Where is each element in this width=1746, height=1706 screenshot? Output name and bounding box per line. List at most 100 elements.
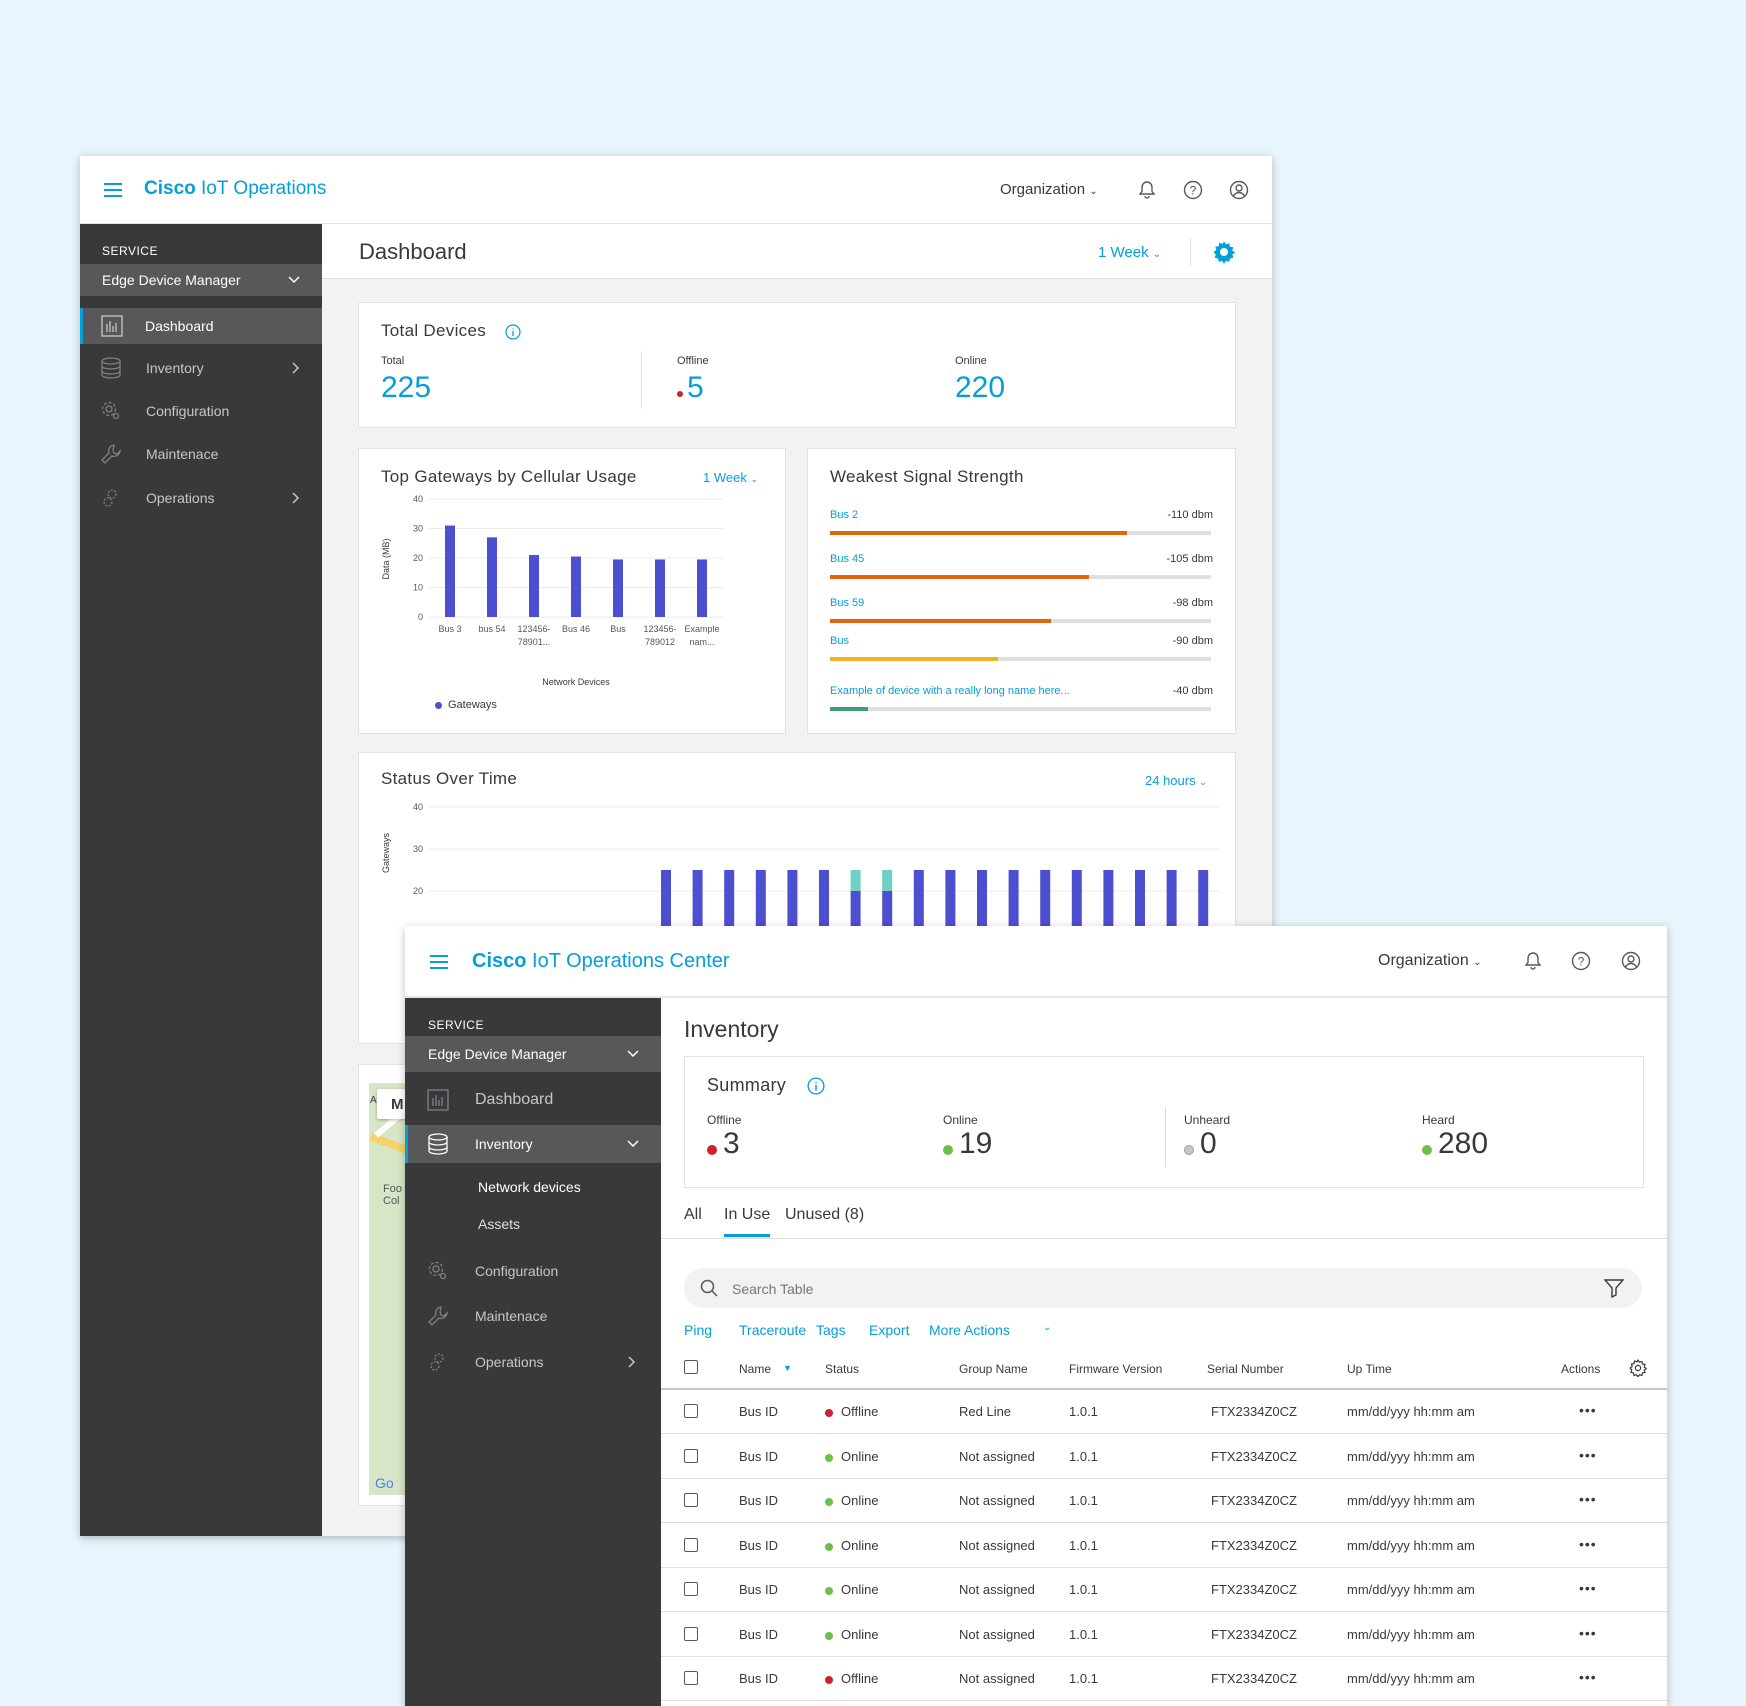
cell-group: Not assigned <box>959 1493 1035 1508</box>
operations-icon <box>430 1353 444 1371</box>
gear-icon[interactable] <box>1629 1359 1647 1377</box>
nav-inventory[interactable]: Inventory <box>405 1125 661 1163</box>
row-checkbox[interactable] <box>684 1582 698 1596</box>
column-header-up-time[interactable]: Up Time <box>1347 1362 1392 1376</box>
table-row[interactable]: Bus ID Online Not assigned 1.0.1 FTX2334Z0CZ… <box>661 1479 1667 1523</box>
action-more-actions[interactable]: More Actions <box>929 1322 1010 1338</box>
cell-uptime: mm/dd/yyy hh:mm am <box>1347 1404 1475 1419</box>
service-dropdown[interactable]: Edge Device Manager <box>405 1036 661 1072</box>
nav-maintenance[interactable]: Maintenace <box>405 1297 661 1335</box>
row-checkbox[interactable] <box>684 1671 698 1685</box>
signal-device-name[interactable]: Bus 45 <box>830 553 865 565</box>
user-icon[interactable] <box>1229 180 1249 200</box>
row-checkbox[interactable] <box>684 1626 698 1641</box>
more-actions-icon[interactable]: ••• <box>1579 1446 1597 1463</box>
signal-device-name[interactable]: Bus 2 <box>830 509 859 521</box>
help-icon[interactable]: ? <box>1183 180 1203 200</box>
cell-firmware: 1.0.1 <box>1069 1582 1098 1597</box>
nav-network-devices[interactable]: Network devices <box>478 1179 581 1195</box>
nav-maintenance[interactable]: Maintenace <box>80 436 322 472</box>
tab-all[interactable]: All <box>684 1206 702 1223</box>
nav-operations[interactable]: Operations <box>80 480 322 516</box>
row-divider <box>661 1566 1667 1568</box>
signal-device-name[interactable]: Bus <box>830 635 849 647</box>
nav-assets[interactable]: Assets <box>478 1216 521 1232</box>
signal-track <box>830 657 1211 661</box>
nav-inventory[interactable]: Inventory <box>80 350 322 386</box>
signal-bar <box>830 619 1051 623</box>
user-icon[interactable] <box>1621 951 1641 971</box>
action-tags[interactable]: Tags <box>816 1322 846 1338</box>
status-dot <box>825 1453 833 1462</box>
status-range-dropdown[interactable]: 24 hours ⌄ <box>1145 773 1207 788</box>
nav-dashboard[interactable]: Dashboard <box>80 308 322 344</box>
signal-device-name[interactable]: Bus 59 <box>830 597 865 609</box>
gateways-range-dropdown[interactable]: 1 Week ⌄ <box>703 470 759 485</box>
y-tick-label: 40 <box>413 494 423 504</box>
time-range-dropdown[interactable]: 1 Week ⌄ <box>1098 244 1162 261</box>
row-checkbox[interactable] <box>684 1404 698 1418</box>
column-header-group-name[interactable]: Group Name <box>959 1362 1028 1376</box>
filter-icon[interactable] <box>1604 1278 1624 1298</box>
table-row[interactable]: Bus ID Online Not assigned 1.0.1 FTX2334Z0CZ… <box>661 1613 1667 1657</box>
more-actions-icon[interactable]: ••• <box>1579 1624 1597 1641</box>
nav-dashboard[interactable]: Dashboard <box>405 1080 661 1120</box>
action-export[interactable]: Export <box>869 1322 910 1338</box>
column-header-name[interactable]: Name <box>739 1362 772 1376</box>
action-traceroute[interactable]: Traceroute <box>739 1322 807 1338</box>
more-actions-icon[interactable]: ••• <box>1579 1491 1597 1507</box>
tab-in-use[interactable]: In Use <box>724 1206 771 1237</box>
bell-icon[interactable] <box>1137 180 1157 200</box>
info-icon[interactable] <box>505 324 521 340</box>
sort-down-icon[interactable]: ▼ <box>783 1363 792 1373</box>
table-row[interactable]: Bus ID Online Not assigned 1.0.1 FTX2334Z0CZ… <box>661 1435 1667 1479</box>
gear-icon[interactable] <box>1212 240 1236 264</box>
divider <box>1190 238 1191 266</box>
row-checkbox[interactable] <box>684 1493 698 1507</box>
service-dropdown[interactable]: Edge Device Manager <box>80 264 322 296</box>
hamburger-menu-icon[interactable] <box>430 955 448 969</box>
nav-operations[interactable]: Operations <box>405 1343 661 1381</box>
nav-configuration[interactable]: Configuration <box>80 393 322 429</box>
table-row[interactable]: Bus ID Offline Red Line 1.0.1 FTX2334Z0CZ mm/… <box>661 1390 1667 1434</box>
column-header-actions[interactable]: Actions <box>1561 1362 1601 1376</box>
table-row[interactable]: Bus ID Online Not assigned 1.0.1 FTX2334Z0CZ… <box>661 1568 1667 1612</box>
signal-device-name[interactable]: Example of device with a really long nam… <box>830 685 1070 697</box>
tab-unused[interactable]: Unused (8) <box>785 1206 865 1223</box>
bar-segment <box>1166 870 1177 975</box>
column-header-status[interactable]: Status <box>825 1362 860 1376</box>
nav-configuration[interactable]: Configuration <box>405 1252 661 1290</box>
more-actions-icon[interactable]: ••• <box>1579 1669 1597 1685</box>
table-row[interactable]: Bus ID Offline Not assigned 1.0.1 FTX2334Z0C… <box>661 1657 1667 1701</box>
map-button[interactable]: M <box>377 1089 407 1119</box>
action-ping[interactable]: Ping <box>684 1322 713 1338</box>
organization-dropdown[interactable]: Organization ⌄ <box>1378 952 1482 969</box>
more-actions-icon[interactable]: ••• <box>1579 1402 1597 1418</box>
row-checkbox[interactable] <box>684 1537 698 1552</box>
row-checkbox[interactable] <box>684 1448 698 1463</box>
page-title: Inventory <box>684 1016 779 1042</box>
bar-segment <box>819 870 829 975</box>
select-all-checkbox[interactable] <box>684 1360 698 1374</box>
hamburger-menu-icon[interactable] <box>104 183 122 197</box>
bell-icon[interactable] <box>1523 951 1543 971</box>
signal-bar <box>830 531 1128 535</box>
search-icon <box>700 1279 718 1297</box>
y-tick-label: 20 <box>413 886 423 896</box>
table-row[interactable]: Bus ID Online Not assigned 1.0.1 FTX2334Z0CZ… <box>661 1524 1667 1568</box>
dashboard-icon <box>101 315 123 337</box>
bar-segment <box>755 870 766 975</box>
help-icon[interactable]: ? <box>1571 951 1591 971</box>
more-actions-icon[interactable]: ••• <box>1579 1580 1597 1596</box>
search-input[interactable] <box>730 1276 1554 1302</box>
column-header-serial-number[interactable]: Serial Number <box>1207 1362 1284 1376</box>
cell-firmware: 1.0.1 <box>1069 1671 1098 1686</box>
organization-dropdown[interactable]: Organization ⌄ <box>1000 181 1098 198</box>
more-actions-icon[interactable]: ••• <box>1579 1535 1597 1552</box>
page-header: Dashboard 1 Week ⌄ <box>322 224 1272 279</box>
column-header-firmware-version[interactable]: Firmware Version <box>1069 1362 1163 1376</box>
info-icon[interactable] <box>807 1077 825 1095</box>
header-divider <box>661 1388 1667 1390</box>
search-bar[interactable] <box>684 1268 1642 1308</box>
status-dot <box>825 1542 833 1551</box>
